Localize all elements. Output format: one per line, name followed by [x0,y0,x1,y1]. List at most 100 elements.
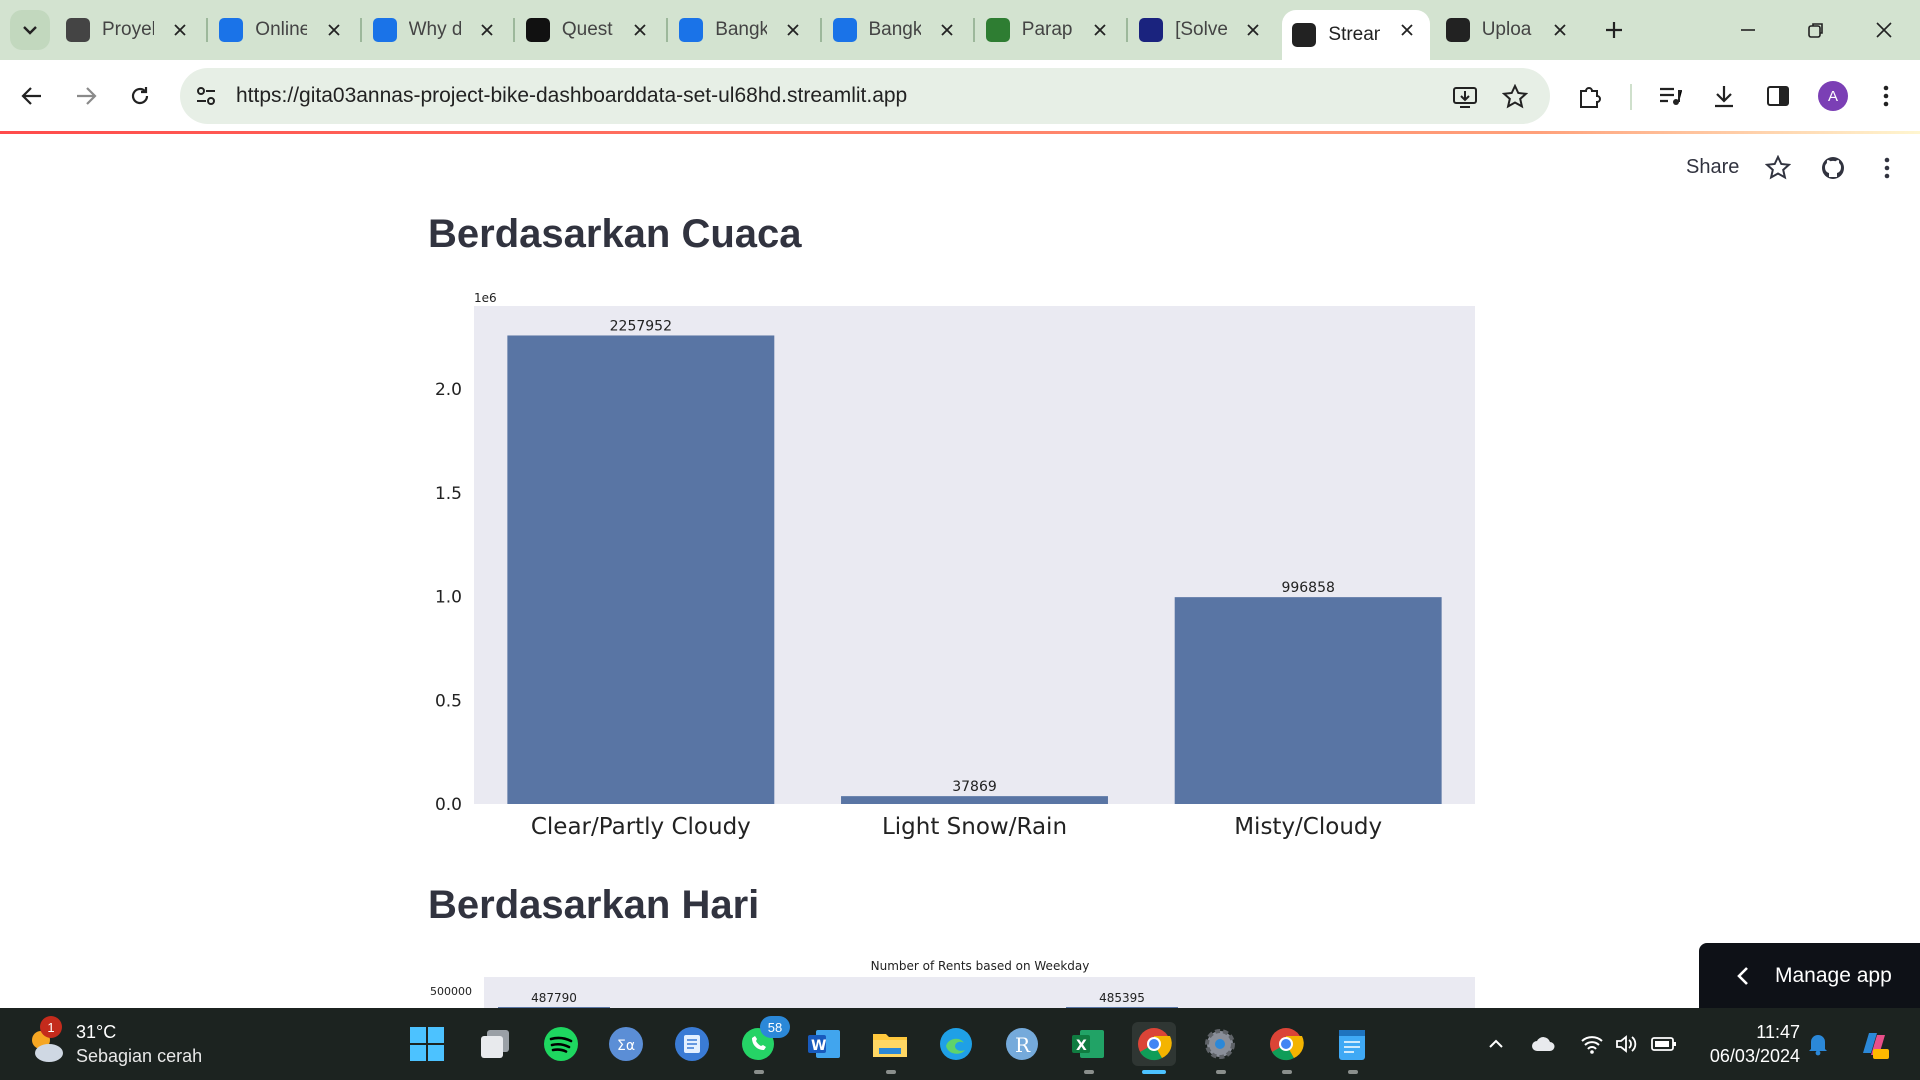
github-button[interactable] [1817,152,1849,184]
start-button[interactable] [405,1022,449,1066]
chevron-up-icon [1489,1039,1503,1048]
section-title-weather: Berdasarkan Cuaca [428,212,802,256]
copilot-icon [1863,1033,1889,1059]
weather-widget[interactable]: 1 31°C Sebagian cerah [26,1016,246,1070]
x-tick-label: Clear/Partly Cloudy [531,814,751,840]
task-view-button[interactable] [473,1022,517,1066]
tab-close-button[interactable] [474,17,500,43]
playlist-icon [1660,87,1682,105]
cloud-icon [1532,1037,1555,1051]
tab-title: Proyek [102,19,154,40]
tab-close-button[interactable] [1547,17,1573,43]
extensions-button[interactable] [1572,78,1608,114]
whatsapp-app[interactable]: 58 [736,1016,790,1066]
running-indicator [886,1070,896,1074]
browser-tab[interactable]: Online [209,10,356,50]
tab-close-button[interactable] [321,17,347,43]
browser-toolbar: https://gita03annas-project-bike-dashboa… [0,60,1920,132]
weather-bar-chart: 1e6 0.0 0.5 1.0 1.5 2.0 2257952 Clear/Partly Cl… [435,291,1475,840]
speaker-icon [1616,1035,1637,1053]
browser-tab[interactable]: Uploa [1436,10,1583,50]
back-button[interactable] [14,78,50,114]
close-icon [327,24,340,36]
system-clock[interactable]: 11:47 06/03/2024 [1700,1020,1800,1068]
y-tick-label: 1.5 [435,484,462,504]
onedrive-tray[interactable] [1530,1030,1558,1058]
tab-close-button[interactable] [1087,17,1113,43]
copilot-button[interactable] [1856,1026,1892,1062]
calendar-icon [679,18,704,42]
file-explorer-app[interactable] [868,1022,912,1066]
main-menu-button[interactable] [1871,152,1903,184]
restore-button[interactable] [1796,10,1836,50]
bookmark-button[interactable] [1500,82,1530,112]
reload-button[interactable] [122,78,158,114]
reload-icon [131,87,149,105]
arrow-right-icon [77,87,97,105]
snipping-tool-app[interactable] [670,1022,714,1066]
spotify-app[interactable] [539,1022,583,1066]
tab-close-button[interactable] [1394,17,1420,43]
wifi-icon [1581,1036,1603,1054]
excel-app[interactable]: X [1066,1022,1110,1066]
address-bar[interactable]: https://gita03annas-project-bike-dashboa… [180,68,1550,124]
bar-value-label: 996858 [1281,580,1334,596]
tab-close-button[interactable] [167,17,193,43]
forward-button[interactable] [68,78,104,114]
y-tick-label: 0.5 [435,691,462,711]
close-window-button[interactable] [1864,10,1904,50]
tab-close-button[interactable] [780,17,806,43]
bar [507,335,775,804]
browser-tab[interactable]: Bangk [669,10,816,50]
profile-avatar[interactable]: A [1818,81,1848,111]
settings-app[interactable] [1198,1022,1242,1066]
tab-title: Bangk [715,19,768,40]
chrome-app-active[interactable] [1132,1022,1176,1066]
media-control-button[interactable] [1652,78,1688,114]
clock-time: 11:47 [1756,1022,1800,1042]
chevron-down-icon [23,26,37,35]
running-indicator [1282,1070,1292,1074]
tab-close-button[interactable] [627,17,653,43]
tab-close-button[interactable] [934,17,960,43]
site-settings-icon[interactable] [194,84,218,108]
manage-app-button[interactable]: Manage app [1699,943,1920,1008]
browser-tab[interactable]: Bangk [823,10,970,50]
share-button[interactable]: Share [1686,156,1740,178]
tab-search-button[interactable] [10,10,50,50]
word-app[interactable]: W [802,1022,846,1066]
notepad-app[interactable] [1330,1022,1374,1066]
show-hidden-icons-button[interactable] [1482,1030,1510,1058]
browser-tab[interactable]: Why d [363,10,510,50]
chrome-app-profile[interactable] [1264,1022,1308,1066]
browser-tab[interactable]: Parap [976,10,1123,50]
g-site-icon [66,18,90,42]
browser-tab[interactable]: Stream [1282,10,1430,60]
downloads-button[interactable] [1706,78,1742,114]
minimize-button[interactable] [1728,10,1768,50]
browser-tab[interactable]: Quest [516,10,663,50]
wifi-tray[interactable] [1578,1030,1606,1058]
browser-menu-button[interactable] [1868,78,1904,114]
tab-close-button[interactable] [1240,17,1266,43]
x-tick-label: Light Snow/Rain [882,814,1067,840]
close-icon [1554,24,1566,36]
side-panel-button[interactable] [1760,78,1796,114]
y-tick-label: 500000 [430,985,472,998]
tab-title: Quest [561,19,613,40]
new-tab-button[interactable] [1598,14,1630,46]
notifications-button[interactable] [1804,1030,1832,1058]
close-icon [1876,22,1892,38]
battery-tray[interactable] [1650,1030,1678,1058]
r-app[interactable]: R [1000,1022,1044,1066]
edge-app[interactable] [934,1022,978,1066]
windows-taskbar: 1 31°C Sebagian cerah Σα 58 W R X [0,1008,1920,1080]
close-icon [787,24,800,36]
tab-separator [359,18,362,42]
browser-tab[interactable]: [Solve [1129,10,1276,50]
favorite-button[interactable] [1762,152,1794,184]
browser-tab[interactable]: Proyek [56,10,203,50]
math-input-app[interactable]: Σα [604,1022,648,1066]
install-app-button[interactable] [1450,82,1480,112]
volume-tray[interactable] [1612,1030,1640,1058]
